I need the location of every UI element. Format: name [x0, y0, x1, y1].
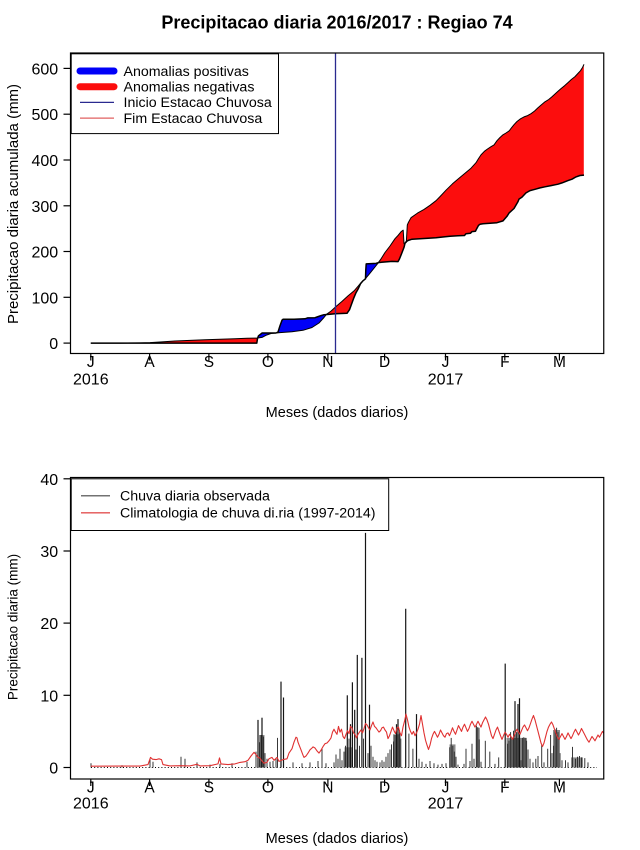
svg-text:F: F — [500, 780, 509, 797]
svg-text:20: 20 — [40, 616, 58, 633]
svg-text:S: S — [204, 780, 214, 797]
svg-text:D: D — [379, 780, 390, 797]
svg-text:M: M — [553, 780, 566, 797]
svg-text:Precipitacao diaria 2016/2017: Precipitacao diaria 2016/2017 : Regiao 7… — [161, 13, 512, 33]
svg-text:Anomalias negativas: Anomalias negativas — [124, 80, 255, 96]
svg-text:J: J — [442, 354, 450, 371]
svg-text:Fim Estacao Chuvosa: Fim Estacao Chuvosa — [124, 111, 263, 127]
svg-text:600: 600 — [31, 61, 58, 78]
svg-text:J: J — [87, 780, 95, 797]
svg-text:O: O — [262, 354, 274, 371]
svg-text:400: 400 — [31, 153, 58, 170]
svg-text:30: 30 — [40, 544, 58, 561]
svg-text:10: 10 — [40, 688, 58, 705]
svg-text:100: 100 — [31, 290, 58, 307]
svg-text:A: A — [144, 354, 155, 371]
svg-text:J: J — [442, 780, 450, 797]
svg-text:F: F — [500, 354, 509, 371]
svg-text:200: 200 — [31, 245, 58, 262]
svg-text:M: M — [553, 354, 566, 371]
svg-text:A: A — [144, 780, 155, 797]
svg-text:2016: 2016 — [73, 796, 109, 813]
svg-text:Precipitacao diaria acumulada: Precipitacao diaria acumulada (mm) — [5, 84, 22, 324]
svg-text:Inicio Estacao Chuvosa: Inicio Estacao Chuvosa — [124, 95, 272, 111]
svg-text:Chuva diaria observada: Chuva diaria observada — [120, 489, 270, 505]
svg-text:Meses (dados diarios): Meses (dados diarios) — [266, 831, 409, 847]
svg-text:0: 0 — [49, 336, 58, 353]
svg-text:N: N — [322, 354, 333, 371]
svg-text:40: 40 — [40, 472, 58, 489]
svg-text:Anomalias positivas: Anomalias positivas — [124, 64, 249, 80]
svg-text:2016: 2016 — [73, 372, 109, 389]
svg-text:Climatologia de chuva di.ria (: Climatologia de chuva di.ria (1997-2014) — [120, 506, 376, 522]
svg-text:300: 300 — [31, 199, 58, 216]
svg-text:500: 500 — [31, 107, 58, 124]
svg-text:J: J — [87, 354, 95, 371]
svg-text:2017: 2017 — [428, 796, 464, 813]
svg-text:S: S — [204, 354, 214, 371]
svg-text:D: D — [379, 354, 390, 371]
svg-text:Precipitacao diaria (mm): Precipitacao diaria (mm) — [6, 554, 21, 700]
svg-text:N: N — [322, 780, 333, 797]
svg-text:Meses (dados diarios): Meses (dados diarios) — [266, 405, 409, 421]
svg-text:2017: 2017 — [428, 372, 464, 389]
svg-text:O: O — [262, 780, 274, 797]
svg-text:0: 0 — [49, 761, 58, 778]
